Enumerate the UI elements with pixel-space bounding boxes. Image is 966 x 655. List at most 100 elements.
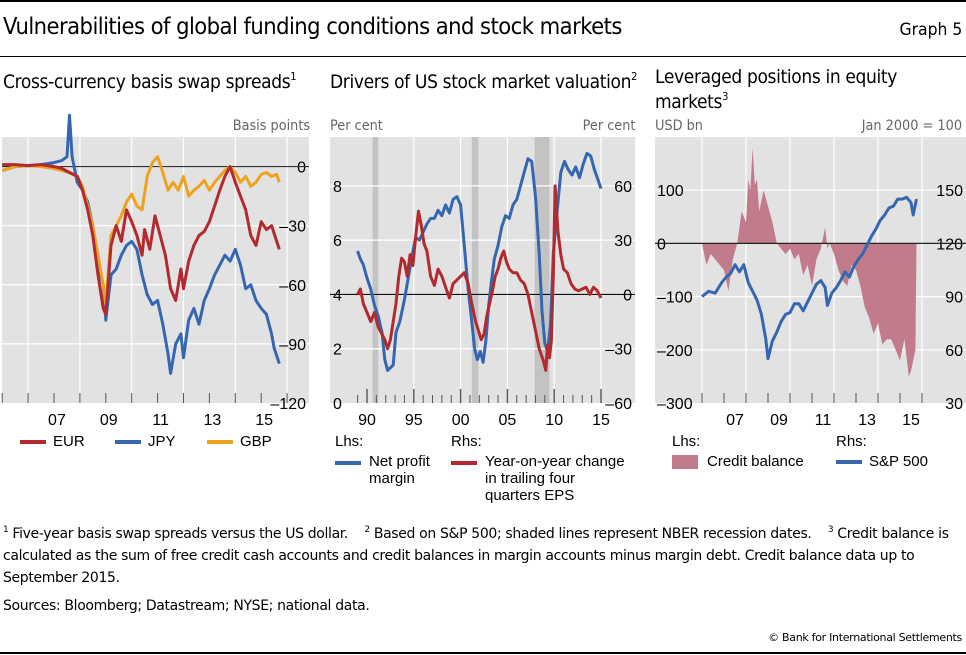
- sources: Sources: Bloomberg; Datastream; NYSE; na…: [3, 598, 370, 614]
- legend-rhs-label: Rhs:: [451, 433, 482, 450]
- x-tick-label: 09: [100, 412, 118, 429]
- y-tick-label-left: 100: [657, 183, 684, 200]
- y-tick-label: –30: [279, 219, 306, 236]
- x-tick-label: 00: [452, 412, 470, 429]
- credit-balance-swatch: [672, 455, 698, 470]
- series-line-net-profit-margin: [356, 151, 603, 372]
- title-rule: [0, 56, 966, 57]
- x-tick-label: 15: [255, 412, 273, 429]
- plot-background: [2, 137, 309, 403]
- x-tick-label: 10: [545, 412, 563, 429]
- eur-swatch: [20, 440, 46, 445]
- graph-title: Vulnerabilities of global funding condit…: [3, 14, 622, 40]
- panel2-unit-left: Per cent: [330, 118, 383, 134]
- y-tick-label-left: –300: [657, 396, 693, 413]
- y-tick-label: 0: [297, 160, 306, 177]
- footnote-3-text: Credit balance is calculated as the sum …: [3, 526, 949, 586]
- footnote-2-text: Based on S&P 500; shaded lines represent…: [373, 526, 812, 542]
- legend-item-sp500: S&P 500: [836, 453, 928, 470]
- legend-eps-line3: quarters EPS: [485, 487, 575, 504]
- y-tick-label-left: 8: [333, 179, 342, 196]
- legend-lhs-label-3: Lhs:: [672, 433, 701, 450]
- legend-rhs-label-3: Rhs:: [836, 433, 867, 450]
- x-tick-label: 15: [902, 412, 920, 429]
- y-tick-label-left: –200: [657, 343, 693, 360]
- jpy-swatch: [115, 440, 141, 445]
- x-tick-label: 13: [203, 412, 221, 429]
- bottom-rule: [0, 652, 966, 654]
- panel3-chart: –300 –200 –100 0 100 30 60 90 120 150 07 09 11 13 15: [655, 137, 966, 429]
- legend-item-gbp: GBP: [207, 433, 272, 450]
- panel3-unit-left: USD bn: [655, 118, 703, 134]
- net-profit-swatch: [335, 461, 361, 465]
- legend-eps-line2: in trailing four: [485, 470, 576, 487]
- footnote-1-num: 1: [3, 525, 9, 535]
- y-tick-label-left: 4: [333, 287, 342, 304]
- panel1-title-text: Cross-currency basis swap spreads: [3, 71, 291, 93]
- legend-net-profit-text: Net profit margin: [369, 453, 430, 487]
- panel3-title-line2: markets: [655, 91, 723, 113]
- y-tick-label: –90: [279, 337, 306, 354]
- panel3-title-line1: Leveraged positions in equity: [655, 66, 898, 88]
- recession-band: [471, 137, 479, 403]
- footnote-ref-1: 1: [290, 70, 297, 83]
- y-tick-label-right: 30: [614, 233, 632, 250]
- panel1-chart: 0 –30 –60 –90 –120 07 09 11 13 15: [1, 113, 309, 429]
- legend-net-profit-line2: margin: [369, 470, 415, 487]
- footnote-1-text: Five-year basis swap spreads versus the …: [12, 526, 349, 542]
- recession-band: [372, 137, 379, 403]
- legend-label-eur: EUR: [53, 433, 85, 450]
- x-tick-label: 15: [592, 412, 610, 429]
- x-tick-label: 13: [858, 412, 876, 429]
- legend-item-jpy: JPY: [115, 433, 176, 450]
- y-tick-label-right: 30: [945, 396, 963, 413]
- series-line-jpy: [1, 113, 281, 375]
- x-tick-label: 11: [815, 412, 832, 429]
- graph-number: Graph 5: [899, 20, 962, 40]
- x-tick-label: 07: [726, 412, 744, 429]
- y-tick-label-right: 120: [936, 236, 963, 253]
- top-rule: [0, 0, 966, 2]
- y-tick-label-left: 0: [333, 396, 342, 413]
- panel3-title-line2-wrap: markets3: [655, 87, 897, 112]
- x-tick-label: 05: [499, 412, 517, 429]
- footnote-2-num: 2: [364, 525, 370, 535]
- copyright: © Bank for International Settlements: [768, 631, 962, 644]
- y-tick-label-right: 90: [945, 290, 963, 307]
- y-tick-label-right: 60: [945, 343, 963, 360]
- legend-label-jpy: JPY: [148, 433, 176, 450]
- legend-label-sp500: S&P 500: [869, 453, 928, 470]
- x-tick-label: 11: [152, 412, 169, 429]
- panel2-chart: 0 2 4 6 8 –60 –30 0 30 60 90 95 00 05 10 15: [330, 137, 635, 429]
- panel2-title: Drivers of US stock market valuation2: [330, 67, 637, 92]
- legend-item-eps-change: Year-on-year change in trailing four qua…: [451, 453, 625, 504]
- y-tick-label-right: –60: [605, 396, 632, 413]
- gbp-swatch: [207, 440, 233, 445]
- legend-label-gbp: GBP: [240, 433, 272, 450]
- legend-label-credit-balance: Credit balance: [707, 453, 804, 470]
- footnote-ref-2: 2: [631, 70, 638, 83]
- y-tick-label-left: –100: [657, 290, 693, 307]
- y-tick-label-right: 150: [936, 183, 963, 200]
- x-tick-label: 07: [48, 412, 66, 429]
- series-line-sp500: [701, 195, 918, 361]
- legend-eps-text: Year-on-year change in trailing four qua…: [485, 453, 625, 504]
- x-tick-label: 95: [405, 412, 423, 429]
- legend-item-credit-balance: Credit balance: [672, 453, 804, 470]
- panel3-unit-right: Jan 2000 = 100: [861, 118, 962, 134]
- legend-lhs-label: Lhs:: [335, 433, 364, 450]
- panel2-title-text: Drivers of US stock market valuation: [330, 71, 632, 93]
- recession-band: [534, 137, 550, 403]
- y-tick-label: –120: [270, 396, 306, 413]
- y-tick-label-left: 2: [333, 342, 342, 359]
- y-tick-label: –60: [279, 278, 306, 295]
- y-tick-label-right: 60: [614, 179, 632, 196]
- panel1-title: Cross-currency basis swap spreads1: [3, 67, 297, 93]
- y-tick-label-left: 0: [657, 236, 666, 253]
- series-line-eur: [2, 163, 281, 316]
- panel3-title: Leveraged positions in equity markets3: [655, 67, 897, 112]
- footnote-3-num: 3: [827, 525, 834, 535]
- sp500-swatch: [836, 460, 862, 465]
- y-tick-label-left: 6: [333, 233, 342, 250]
